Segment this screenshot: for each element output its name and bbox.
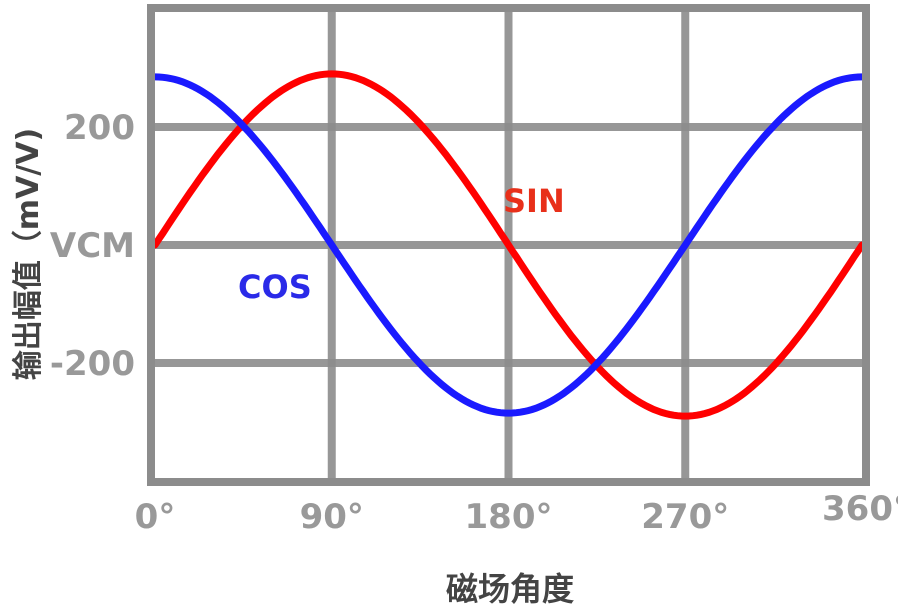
x-tick-label: 90° xyxy=(300,497,364,537)
x-tick-label: 0° xyxy=(135,497,176,537)
cos-series-line xyxy=(151,73,866,417)
tick-layer: 0° 90° 180° 270° 360° 200 VCM -200 xyxy=(50,108,898,537)
y-tick-label: 200 xyxy=(64,108,135,148)
x-tick-label: 360° xyxy=(822,489,898,529)
y-tick-label: VCM xyxy=(50,226,135,266)
cos-series-label: COS xyxy=(238,268,312,306)
x-tick-label: 180° xyxy=(465,497,553,537)
sin-series-label: SIN xyxy=(503,182,565,220)
x-axis-title: 磁场角度 xyxy=(446,570,574,608)
y-tick-label: -200 xyxy=(50,344,135,384)
sin-series-line xyxy=(151,70,866,420)
x-tick-label: 270° xyxy=(641,497,729,537)
y-axis-title: 输出幅值（mV/V) xyxy=(11,128,46,380)
plot-frame xyxy=(147,4,870,486)
series-layer xyxy=(151,70,866,420)
